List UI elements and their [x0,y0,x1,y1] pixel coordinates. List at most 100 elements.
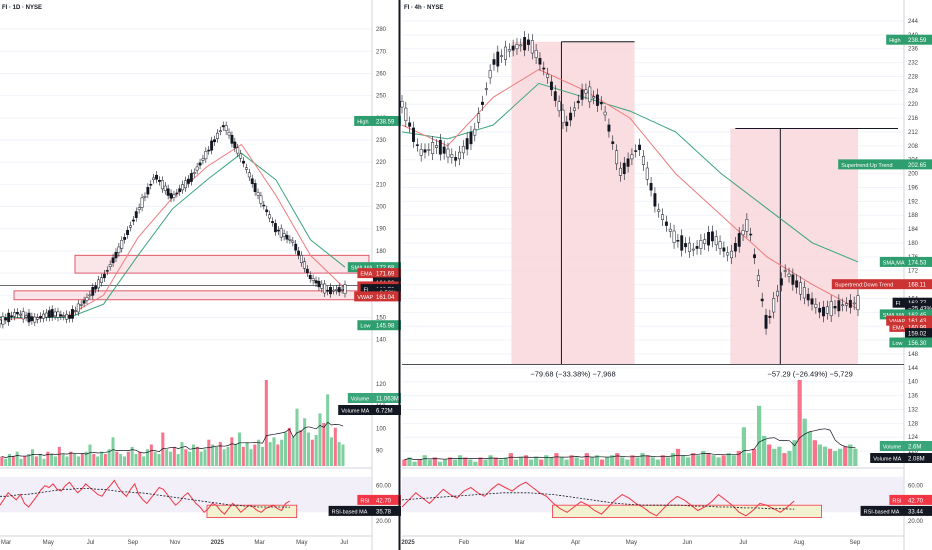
candle[interactable] [181,184,185,191]
candle[interactable] [317,280,321,288]
volume-bar[interactable] [245,442,249,466]
candle[interactable] [79,304,83,306]
candle[interactable] [0,319,2,325]
volume-bar[interactable] [503,457,508,466]
volume-bar[interactable] [237,432,241,466]
volume-bar[interactable] [711,455,716,466]
candle[interactable] [454,157,458,161]
candle[interactable] [737,233,741,247]
volume-bar[interactable] [76,456,80,466]
volume-bar[interactable] [138,451,142,466]
candle[interactable] [7,312,11,323]
candle[interactable] [224,125,228,132]
candle[interactable] [285,234,289,240]
candle[interactable] [131,219,135,222]
candle[interactable] [36,317,40,320]
candle[interactable] [546,73,550,78]
volume-bar[interactable] [50,454,54,466]
candle[interactable] [504,46,507,60]
volume-bar[interactable] [549,457,554,466]
volume-bar[interactable] [199,451,203,466]
candle[interactable] [507,49,511,52]
volume-bar[interactable] [57,446,61,466]
candle[interactable] [423,149,427,153]
volume-bar[interactable] [222,449,226,466]
volume-bar[interactable] [253,444,257,467]
candle[interactable] [599,102,603,105]
candle[interactable] [242,160,245,164]
volume-bar[interactable] [589,457,595,466]
volume-bar[interactable] [853,448,858,466]
volume-bar[interactable] [153,451,157,466]
candle[interactable] [1,316,5,325]
volume-bar[interactable] [660,455,665,466]
volume-bar[interactable] [287,427,291,466]
candle[interactable] [722,247,726,252]
candle[interactable] [259,195,263,204]
candle[interactable] [519,44,523,47]
volume-bar[interactable] [180,442,184,466]
candle[interactable] [314,280,318,284]
candle[interactable] [207,149,211,152]
candle[interactable] [687,242,691,252]
volume-bar[interactable] [337,442,341,466]
candle[interactable] [56,311,60,318]
candle[interactable] [810,298,814,305]
candle[interactable] [661,214,665,220]
candle[interactable] [580,89,584,100]
candle[interactable] [561,109,565,124]
candle[interactable] [500,55,504,57]
volume-bar[interactable] [772,448,777,466]
rsi-line[interactable] [0,479,291,515]
candle[interactable] [334,289,338,291]
volume-bar[interactable] [483,459,488,466]
volume-bar[interactable] [126,451,130,466]
candle[interactable] [492,59,496,65]
volume-bar[interactable] [15,451,19,466]
volume-bar[interactable] [283,432,287,466]
volume-bar[interactable] [458,455,463,466]
volume-bar[interactable] [165,449,169,466]
candle[interactable] [511,45,515,51]
volume-bar[interactable] [299,430,303,466]
candle[interactable] [308,274,312,279]
candle[interactable] [707,231,711,246]
candle[interactable] [569,112,573,121]
volume-bar[interactable] [306,432,310,466]
candle[interactable] [615,150,619,165]
volume-bar[interactable] [447,457,453,466]
candle[interactable] [595,94,599,106]
candle[interactable] [227,132,231,136]
volume-bar[interactable] [130,446,134,466]
volume-bar[interactable] [84,451,88,466]
candle[interactable] [799,282,802,295]
candle[interactable] [814,303,818,308]
candle[interactable] [733,243,737,252]
candle[interactable] [592,96,596,99]
volume-bar[interactable] [333,427,337,466]
volume-bar[interactable] [686,457,691,466]
candle[interactable] [745,219,749,232]
volume-bar[interactable] [812,440,817,466]
candle[interactable] [795,280,799,288]
volume-bar[interactable] [792,440,797,466]
volume-bar[interactable] [797,380,802,466]
candle[interactable] [213,139,216,143]
volume-bar[interactable] [756,405,762,466]
volume-bar[interactable] [696,455,701,466]
candle[interactable] [703,239,707,244]
volume-bar[interactable] [310,439,314,466]
volume-bar[interactable] [407,457,412,466]
candle[interactable] [15,311,19,315]
volume-bar[interactable] [69,451,73,466]
volume-bar[interactable] [122,456,126,466]
candle[interactable] [676,239,680,242]
candle[interactable] [53,311,57,317]
volume-bar[interactable] [322,423,326,466]
candle[interactable] [294,243,298,251]
volume-bar[interactable] [53,456,57,466]
rsi-ma-line[interactable] [0,487,290,508]
volume-bar[interactable] [432,457,437,466]
candle[interactable] [329,286,332,295]
candle[interactable] [114,251,118,259]
